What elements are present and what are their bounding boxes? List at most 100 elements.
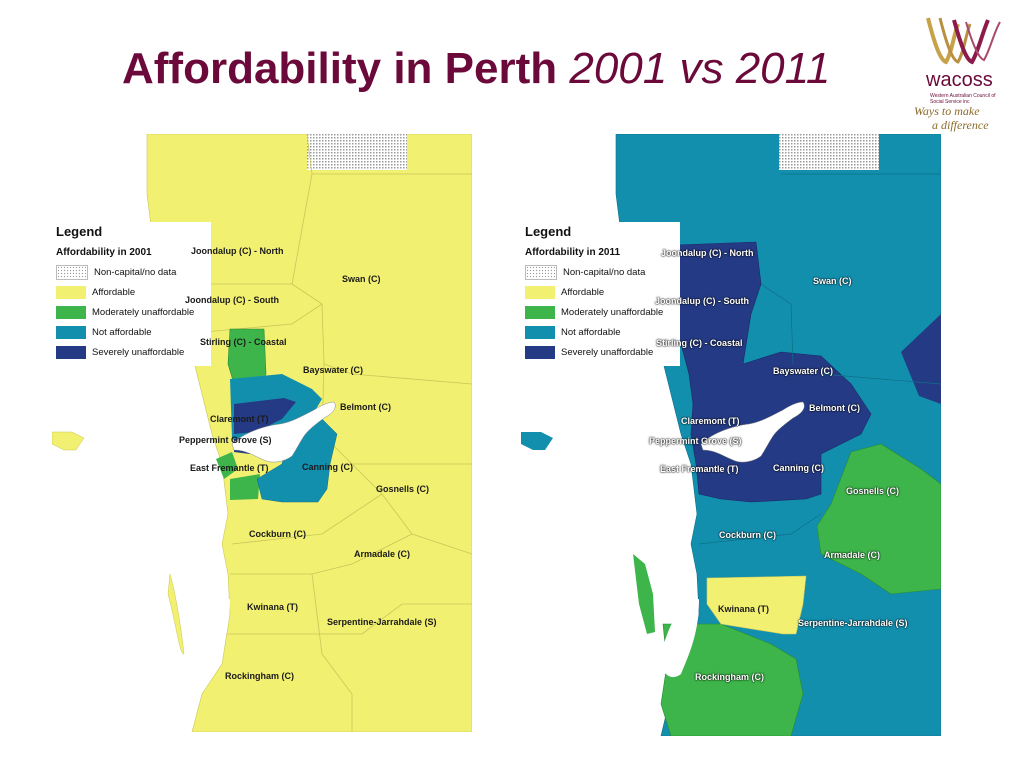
claremont-severe [234,398,296,434]
label-joondalup-south: Joondalup (C) - South [185,295,279,305]
legend-2011: Legend Affordability in 2011 Non-capital… [521,222,680,366]
label-cockburn: Cockburn (C) [249,529,306,539]
tagline-line-1: Ways to make [914,104,980,118]
legend-label: Non-capital/no data [563,266,646,278]
label-bayswater: Bayswater (C) [773,366,834,376]
label-bayswater: Bayswater (C) [303,365,364,375]
label-canning: Canning (C) [302,462,353,472]
legend-subtitle: Affordability in 2011 [525,247,621,258]
not-affordable-swatch [525,325,555,339]
label-claremont: Claremont (T) [210,414,269,424]
legend-item: Severely unaffordable [56,342,211,362]
slide-title: Affordability in Perth 2001 vs 2011 [122,44,830,94]
label-kwinana: Kwinana (T) [718,604,769,614]
label-rockingham: Rockingham (C) [695,672,765,682]
legend-label: Moderately unaffordable [561,306,664,318]
label-joondalup-north: Joondalup (C) - North [661,248,754,258]
legend-item: Non-capital/no data [525,262,680,282]
garden-island [167,573,185,655]
label-stirling: Stirling (C) - Coastal [656,338,743,348]
label-joondalup-north: Joondalup (C) - North [191,246,284,256]
green-south-west [230,474,260,500]
label-gosnells: Gosnells (C) [846,486,900,496]
legend-label: Non-capital/no data [94,266,177,278]
tagline-line-2: a difference [932,118,989,132]
label-belmont: Belmont (C) [809,403,860,413]
map-2001: Legend Affordability in 2001 Non-capital… [52,134,472,732]
label-cockburn: Cockburn (C) [719,530,776,540]
label-east-fremantle: East Fremantle (T) [190,463,269,473]
rottnest-island [521,432,553,450]
cockburn-sound [660,599,699,678]
title-italic: 2001 vs 2011 [569,44,831,93]
legend-subtitle: Affordability in 2001 [56,247,152,258]
legend-title: Legend [525,224,572,239]
no-data-swatch [56,264,88,280]
legend-item: Non-capital/no data [56,262,211,282]
label-peppermint: Peppermint Grove (S) [649,436,742,446]
legend-item: Affordable [525,282,680,302]
wacoss-logo-mark-icon [926,17,1001,65]
kwinana-affordable [706,575,807,635]
logo-brand: wacoss [926,69,993,91]
swan-river [231,401,336,463]
legend-item: Moderately unaffordable [56,302,211,322]
rottnest-island [52,431,85,451]
legend-label: Affordable [92,286,136,298]
no-data-swatch [525,264,557,280]
legend-item: Not affordable [56,322,211,342]
label-claremont: Claremont (T) [681,416,740,426]
label-stirling: Stirling (C) - Coastal [200,337,287,347]
legend-item: Not affordable [525,322,680,342]
label-swan: Swan (C) [342,274,381,284]
not-affordable-swatch [56,325,86,339]
legend-item: Affordable [56,282,211,302]
severe-east-strip [901,314,941,404]
legend-label: Affordable [561,286,605,298]
title-bold: Affordability in Perth [122,44,558,93]
wacoss-logo: wacoss Western Australian Council of Soc… [906,12,1022,134]
label-rockingham: Rockingham (C) [225,671,295,681]
severe-swatch [56,345,86,359]
label-peppermint: Peppermint Grove (S) [179,435,272,445]
affordable-swatch [525,285,555,299]
label-swan: Swan (C) [813,276,852,286]
label-serpentine: Serpentine-Jarrahdale (S) [798,618,908,628]
label-canning: Canning (C) [773,463,824,473]
canning-region [256,418,338,503]
label-gosnells: Gosnells (C) [376,484,430,494]
east-fremantle-region [216,452,238,479]
affordable-swatch [56,285,86,299]
map-2011-regions [521,134,941,736]
label-belmont: Belmont (C) [340,402,391,412]
legend-title: Legend [56,224,103,239]
map-2011: Legend Affordability in 2011 Non-capital… [521,134,941,736]
logo-tagline: Ways to make a difference [914,104,989,132]
label-armadale: Armadale (C) [824,550,881,560]
label-east-fremantle: East Fremantle (T) [660,464,739,474]
gosnells-armadale-green [816,443,941,595]
label-joondalup-south: Joondalup (C) - South [655,296,749,306]
rockingham-green [660,623,804,736]
swan-river [700,401,805,463]
legend-label: Not affordable [561,326,621,338]
logo-org: Western Australian Council of Social Ser… [930,93,996,105]
cockburn-sound [191,599,230,678]
no-data-area [307,134,407,170]
map-2001-regions [52,134,472,732]
legend-item: Moderately unaffordable [525,302,680,322]
legend-item: Severely unaffordable [525,342,680,362]
label-armadale: Armadale (C) [354,549,411,559]
moderate-swatch [525,305,555,319]
legend-label: Not affordable [92,326,152,338]
coastal-green-strip [633,554,655,634]
no-data-area [779,134,879,170]
label-serpentine: Serpentine-Jarrahdale (S) [327,617,437,627]
severe-swatch [525,345,555,359]
legend-label: Moderately unaffordable [92,306,195,318]
severe-core [648,241,872,503]
label-kwinana: Kwinana (T) [247,602,298,612]
legend-label: Severely unaffordable [92,346,185,358]
legend-2001: Legend Affordability in 2001 Non-capital… [52,222,211,366]
legend-label: Severely unaffordable [561,346,654,358]
